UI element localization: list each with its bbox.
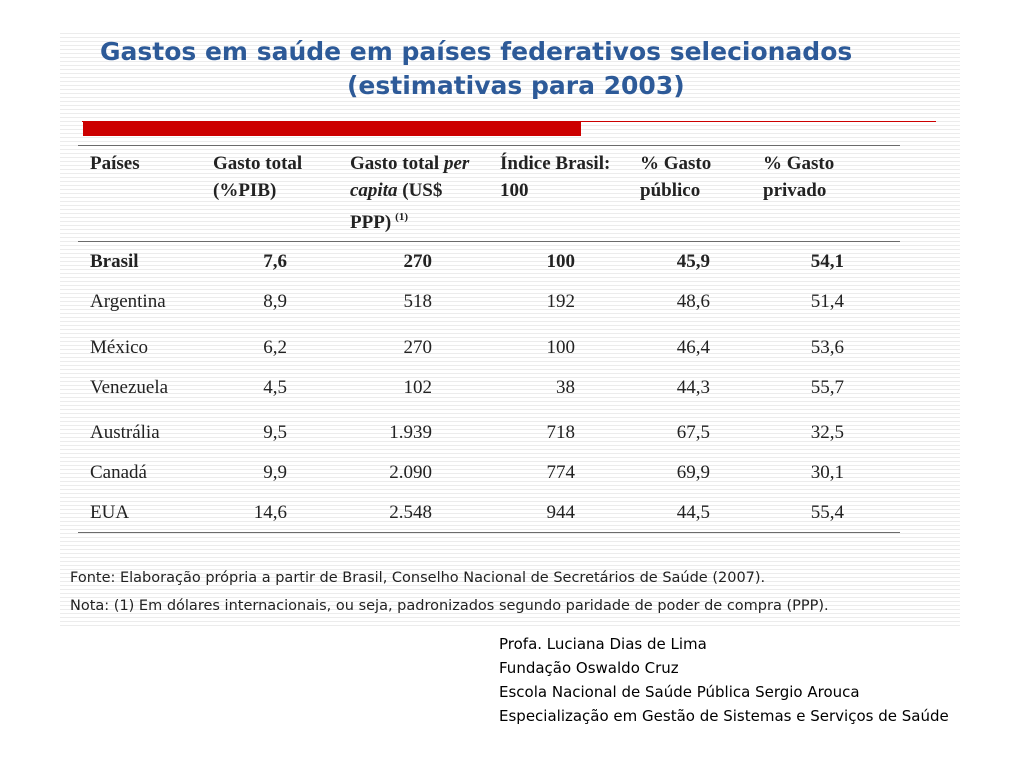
row-canada-privado: 30,1 — [810, 462, 844, 483]
header-bottom-rule — [78, 241, 900, 242]
header-gasto-total-line2: (%PIB) — [213, 180, 277, 201]
row-argentina-publico: 48,6 — [676, 291, 710, 312]
header-paises: Países — [90, 153, 140, 174]
table-top-rule — [78, 145, 900, 146]
header-indice-line1: Índice Brasil: — [500, 153, 611, 174]
header-per-capita-line3: PPP) (1) — [350, 211, 408, 233]
row-brasil-publico: 45,9 — [676, 251, 710, 272]
header-per-capita: Gasto total per capita (US$ PPP) (1) — [350, 150, 469, 236]
row-eua-per-capita: 2.548 — [389, 502, 432, 523]
table-image-panel: Gastos em saúde em países federativos se… — [60, 30, 960, 626]
row-argentina-privado: 51,4 — [810, 291, 844, 312]
row-canada-pais: Canadá — [90, 462, 147, 483]
row-eua-indice: 944 — [546, 502, 576, 523]
row-venezuela-pib: 4,5 — [263, 377, 287, 398]
row-mexico-indice: 100 — [546, 337, 576, 358]
row-mexico-pais: México — [90, 337, 149, 358]
header-privado-line1: % Gasto — [763, 153, 835, 174]
accent-rule-thin — [82, 121, 936, 122]
row-argentina-indice: 192 — [546, 291, 576, 312]
row-australia-privado: 32,5 — [810, 422, 844, 443]
header-publico-line2: público — [640, 180, 701, 201]
header-indice: Índice Brasil: 100 — [500, 150, 610, 204]
credit-institution: Fundação Oswaldo Cruz — [499, 659, 679, 677]
title-line-2: (estimativas para 2003) — [347, 71, 685, 100]
header-per-capita-line1: Gasto total per — [350, 153, 470, 174]
row-australia-per-capita: 1.939 — [389, 422, 432, 443]
row-australia-pais: Austrália — [90, 422, 160, 443]
header-publico: % Gasto público — [640, 150, 711, 204]
row-argentina-pais: Argentina — [90, 291, 166, 312]
table-bottom-rule — [78, 532, 900, 533]
header-privado-line2: privado — [763, 180, 827, 201]
row-eua-privado: 55,4 — [810, 502, 844, 523]
row-venezuela-pais: Venezuela — [90, 377, 169, 398]
row-eua-pib: 14,6 — [253, 502, 287, 523]
title-line-1: Gastos em saúde em países federativos se… — [100, 37, 853, 66]
row-brasil-per-capita: 270 — [403, 251, 433, 272]
row-brasil-pais: Brasil — [90, 251, 139, 272]
row-venezuela-publico: 44,3 — [676, 377, 710, 398]
header-privado: % Gasto privado — [763, 150, 834, 204]
row-australia-publico: 67,5 — [676, 422, 710, 443]
credit-course: Especialização em Gestão de Sistemas e S… — [499, 707, 949, 725]
accent-rule-thick — [83, 122, 581, 136]
header-gasto-total: Gasto total (%PIB) — [213, 150, 302, 204]
row-argentina-per-capita: 518 — [403, 291, 433, 312]
row-canada-indice: 774 — [546, 462, 576, 483]
row-canada-pib: 9,9 — [263, 462, 287, 483]
credit-author: Profa. Luciana Dias de Lima — [499, 635, 707, 653]
row-venezuela-indice: 38 — [556, 377, 575, 398]
row-canada-publico: 69,9 — [676, 462, 710, 483]
row-australia-indice: 718 — [546, 422, 576, 443]
row-venezuela-per-capita: 102 — [403, 377, 433, 398]
row-mexico-publico: 46,4 — [676, 337, 710, 358]
header-gasto-total-line1: Gasto total — [213, 153, 303, 174]
row-brasil-indice: 100 — [546, 251, 576, 272]
row-eua-pais: EUA — [90, 502, 130, 523]
header-publico-line1: % Gasto — [640, 153, 712, 174]
source-note: Fonte: Elaboração própria a partir de Br… — [70, 570, 766, 586]
header-per-capita-line2: capita (US$ — [350, 180, 443, 201]
row-mexico-per-capita: 270 — [403, 337, 433, 358]
row-argentina-pib: 8,9 — [263, 291, 287, 312]
row-brasil-privado: 54,1 — [810, 251, 844, 272]
row-mexico-privado: 53,6 — [810, 337, 844, 358]
row-venezuela-privado: 55,7 — [810, 377, 844, 398]
row-eua-publico: 44,5 — [676, 502, 710, 523]
row-australia-pib: 9,5 — [263, 422, 287, 443]
footnote: Nota: (1) Em dólares internacionais, ou … — [70, 598, 829, 614]
row-canada-per-capita: 2.090 — [389, 462, 432, 483]
header-indice-line2: 100 — [500, 180, 529, 201]
credit-school: Escola Nacional de Saúde Pública Sergio … — [499, 683, 860, 701]
footnote-marker: (1) — [395, 211, 408, 223]
row-brasil-pib: 7,6 — [263, 251, 287, 272]
author-credits: Profa. Luciana Dias de Lima Fundação Osw… — [499, 632, 949, 728]
row-mexico-pib: 6,2 — [263, 337, 287, 358]
